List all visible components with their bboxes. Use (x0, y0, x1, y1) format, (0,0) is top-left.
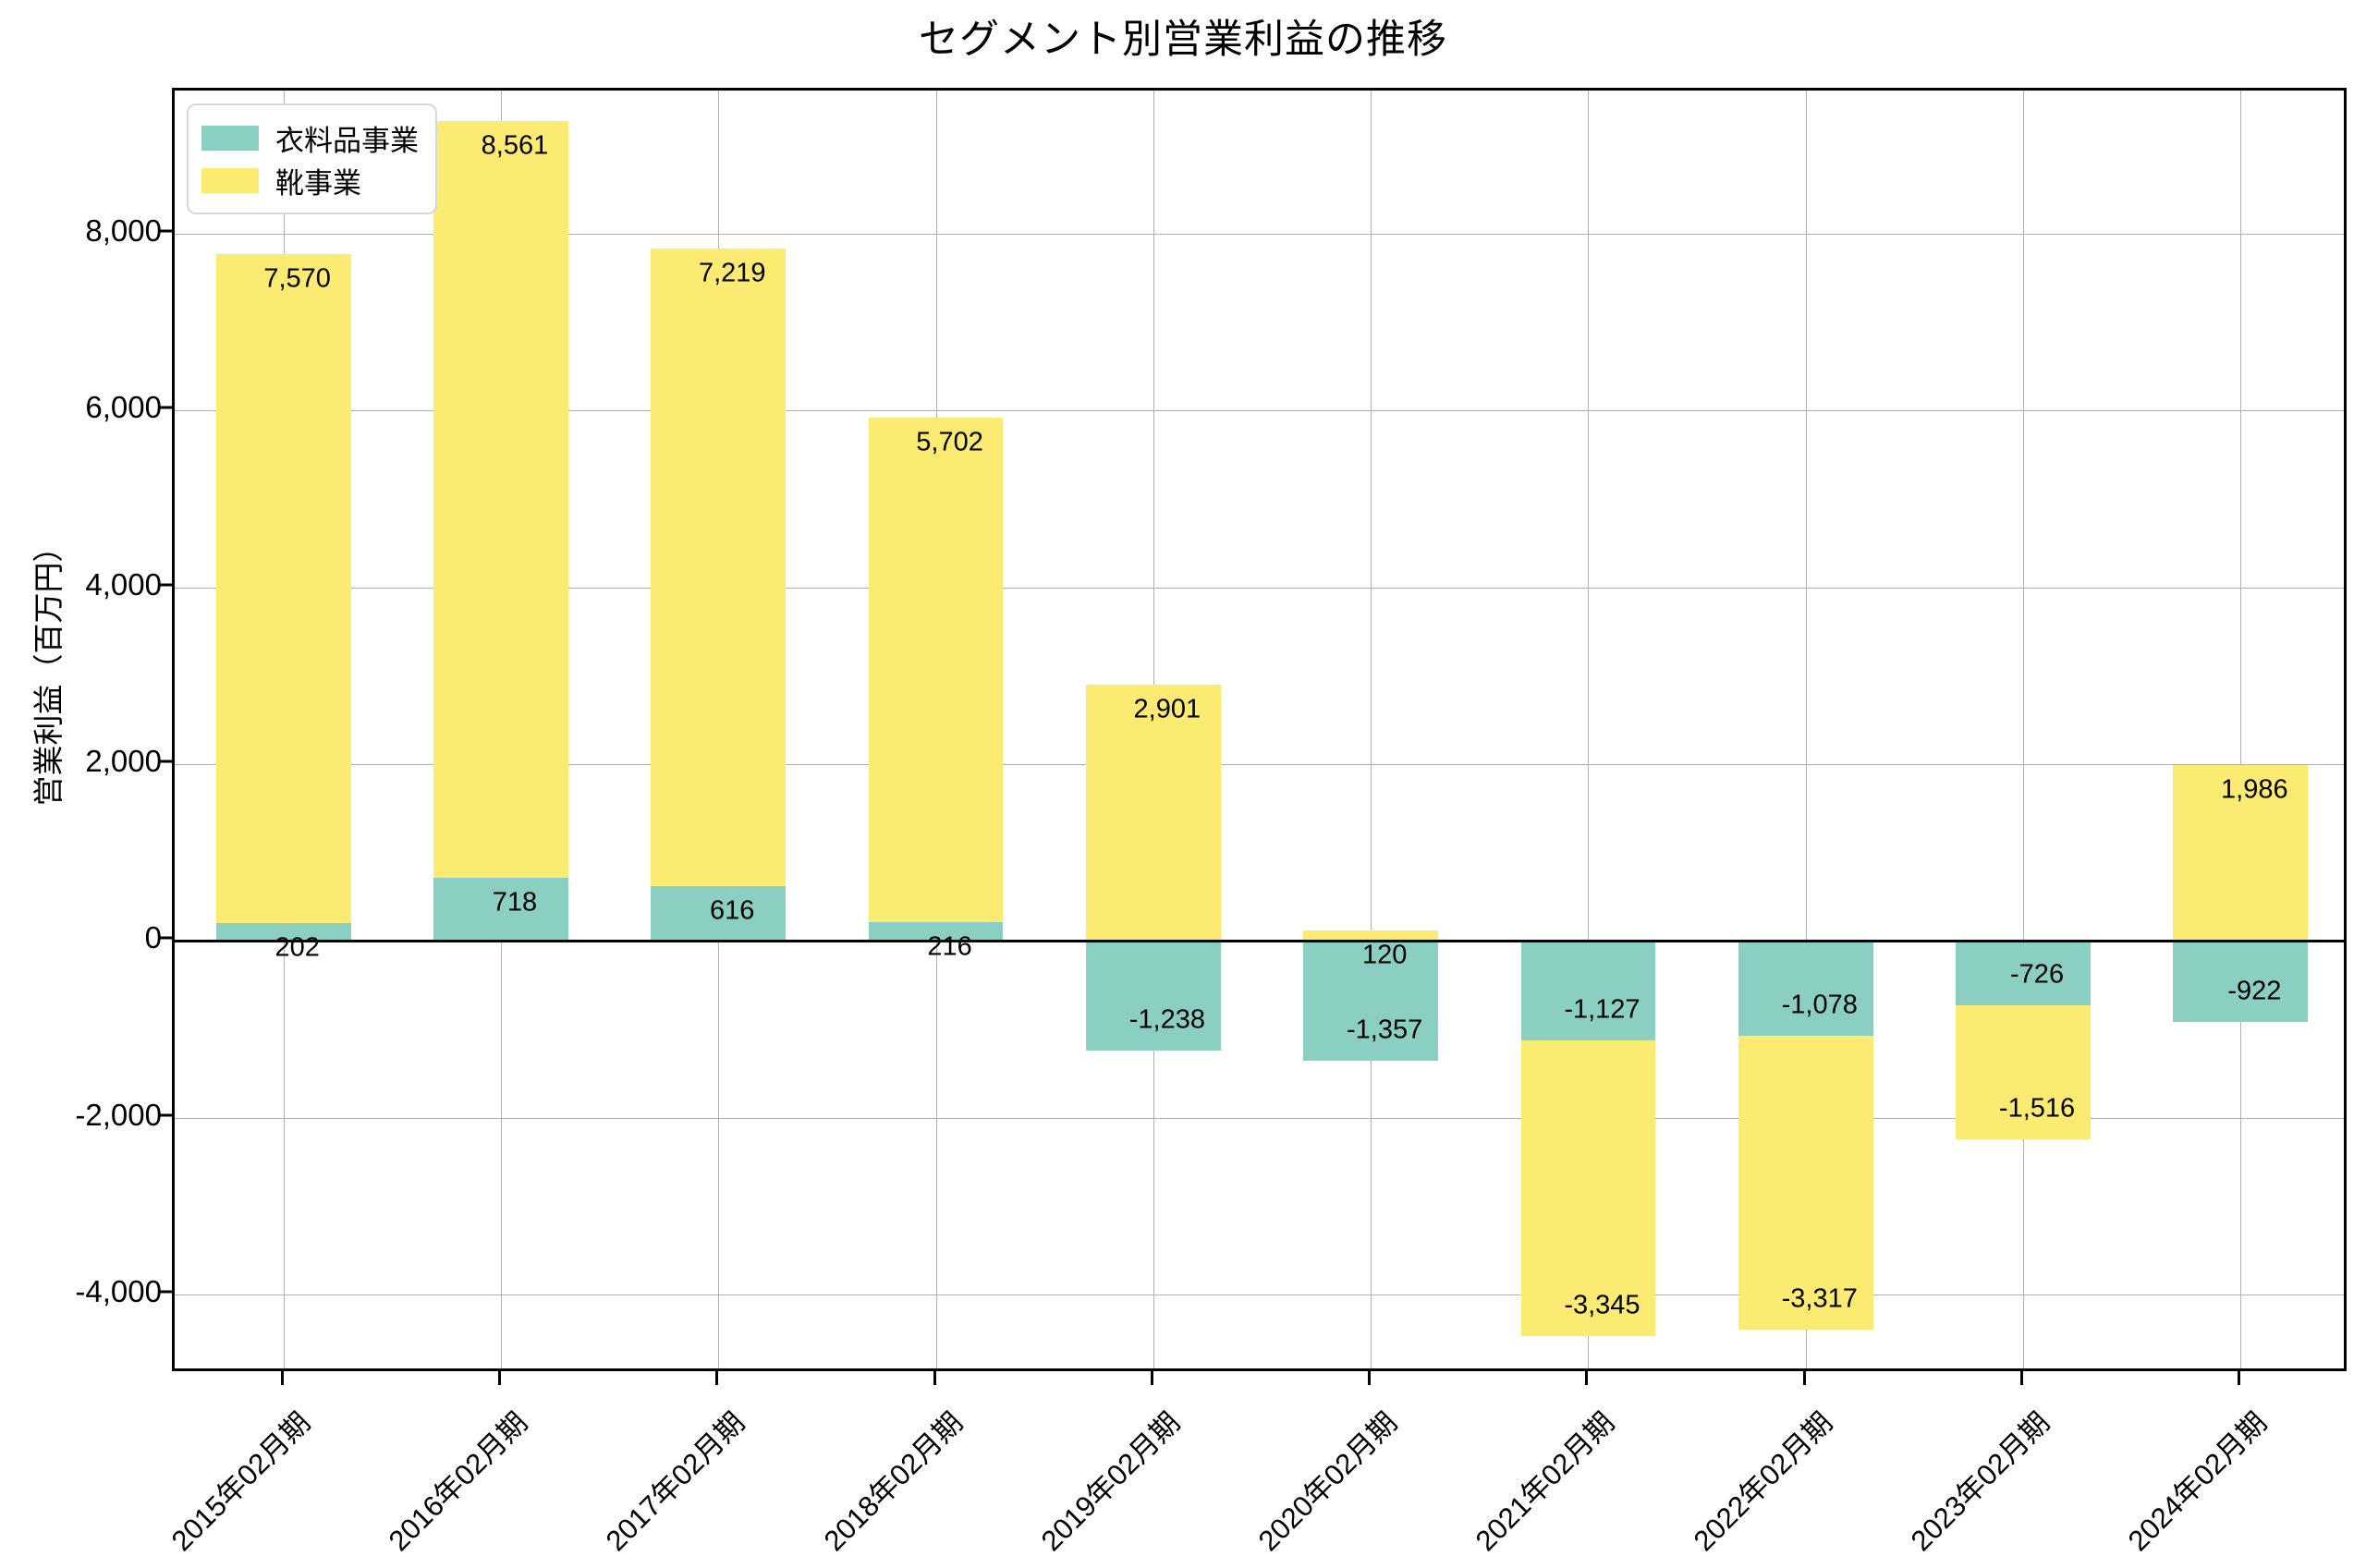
y-tick-mark (159, 760, 173, 763)
bar-segment-apparel (2173, 941, 2309, 1023)
page-title: セグメント別営業利益の推移 (919, 18, 1447, 62)
x-tick-label: 2016年02月期 (382, 1405, 534, 1558)
bar-value-label: -3,317 (1781, 1283, 1858, 1314)
x-tick-label: 2015年02月期 (165, 1405, 317, 1558)
bar-segment-shoes (1085, 684, 1221, 942)
plot-area (172, 88, 2347, 1371)
bar-segment-apparel (1956, 941, 2091, 1005)
legend-label-apparel: 衣料品事業 (275, 124, 419, 157)
bar-segment-apparel (1520, 941, 1656, 1041)
bar-value-label: -1,357 (1347, 1015, 1423, 1045)
y-tick-label: 0 (144, 920, 162, 955)
bar-value-label: -1,127 (1564, 994, 1640, 1025)
bar-segment-apparel (868, 921, 1004, 942)
bar-value-label: 7,219 (698, 258, 766, 288)
zero-baseline (175, 940, 2344, 943)
gridline-horizontal (175, 763, 2344, 765)
gridline-vertical (2023, 91, 2025, 1368)
x-tick-mark (497, 1371, 501, 1385)
bar-value-label: 1,986 (2221, 774, 2288, 805)
bar-value-label: 7,570 (263, 263, 331, 294)
x-tick-label: 2019年02月期 (1034, 1405, 1187, 1558)
y-tick-mark (159, 936, 173, 940)
gridline-vertical (1805, 91, 1807, 1368)
bar-value-label: -1,078 (1781, 990, 1858, 1020)
x-tick-label: 2018年02月期 (817, 1405, 969, 1558)
x-tick-mark (1368, 1371, 1372, 1385)
x-tick-mark (933, 1371, 936, 1385)
bar-segment-shoes (868, 418, 1004, 922)
bar-value-label: -3,345 (1564, 1290, 1640, 1320)
bar-value-label: 202 (274, 932, 320, 963)
legend-swatch-shoes (201, 167, 259, 193)
x-tick-label: 2020年02月期 (1251, 1405, 1404, 1558)
x-tick-mark (1802, 1371, 1806, 1385)
legend-label-shoes: 靴事業 (275, 166, 361, 200)
legend-swatch-apparel (201, 125, 259, 151)
x-tick-mark (2238, 1371, 2241, 1385)
y-tick-mark (159, 229, 173, 233)
chart-legend: 衣料品事業 靴事業 (187, 103, 437, 214)
bar-segment-shoes (651, 248, 787, 887)
bar-segment-shoes (433, 120, 568, 878)
bar-value-label: 718 (492, 887, 538, 918)
x-tick-label: 2017年02月期 (599, 1405, 751, 1558)
bar-segment-shoes (2173, 765, 2309, 942)
bar-segment-shoes (1303, 930, 1439, 942)
y-axis-title: 営業利益（百万円） (31, 531, 66, 807)
bar-segment-shoes (1738, 1036, 1873, 1330)
bar-segment-shoes (1520, 1040, 1656, 1337)
plot-inner (175, 91, 2344, 1368)
bar-value-label: -1,516 (1998, 1093, 2076, 1124)
x-tick-mark (280, 1371, 284, 1385)
y-tick-label: 6,000 (85, 390, 162, 425)
gridline-vertical (1371, 91, 1372, 1368)
bar-value-label: 216 (927, 931, 972, 962)
x-tick-label: 2022年02月期 (1687, 1405, 1839, 1558)
x-tick-mark (1150, 1371, 1153, 1385)
gridline-vertical (2240, 91, 2242, 1368)
legend-item-apparel: 衣料品事業 (201, 116, 419, 159)
x-tick-label: 2021年02月期 (1470, 1405, 1621, 1558)
x-tick-mark (2020, 1371, 2024, 1385)
bar-value-label: -922 (2227, 976, 2282, 1006)
bar-value-label: 616 (710, 895, 755, 926)
bar-segment-apparel (1085, 941, 1221, 1051)
gridline-horizontal (175, 233, 2344, 235)
y-tick-label: 8,000 (85, 213, 162, 248)
y-tick-label: -4,000 (75, 1273, 162, 1308)
gridline-horizontal (175, 1117, 2344, 1119)
x-tick-mark (715, 1371, 719, 1385)
gridline-horizontal (175, 410, 2344, 412)
y-tick-mark (159, 1290, 173, 1294)
y-tick-label: -2,000 (75, 1097, 162, 1132)
bar-segment-apparel (433, 877, 568, 942)
bar-segment-apparel (215, 922, 351, 942)
bar-segment-apparel (1303, 941, 1439, 1062)
bar-value-label: 2,901 (1133, 694, 1201, 724)
x-tick-label: 2024年02月期 (2122, 1405, 2274, 1558)
bar-value-label: -1,238 (1128, 1004, 1205, 1035)
y-tick-label: 2,000 (85, 743, 162, 778)
x-tick-label: 2023年02月期 (1904, 1405, 2056, 1558)
y-tick-mark (159, 583, 173, 587)
bar-segment-shoes (1956, 1004, 2091, 1139)
legend-item-shoes: 靴事業 (201, 159, 419, 201)
gridline-vertical (1588, 91, 1590, 1368)
x-tick-mark (1585, 1371, 1589, 1385)
bar-segment-shoes (215, 253, 351, 923)
y-tick-mark (159, 1113, 173, 1117)
bar-value-label: -726 (2010, 959, 2065, 990)
gridline-horizontal (175, 587, 2344, 589)
y-tick-mark (159, 406, 173, 409)
y-tick-label: 4,000 (85, 566, 162, 602)
bar-value-label: 8,561 (481, 130, 549, 161)
bar-value-label: 120 (1361, 940, 1408, 970)
bar-segment-apparel (651, 886, 787, 942)
bar-segment-apparel (1738, 941, 1873, 1037)
bar-value-label: 5,702 (916, 427, 983, 457)
